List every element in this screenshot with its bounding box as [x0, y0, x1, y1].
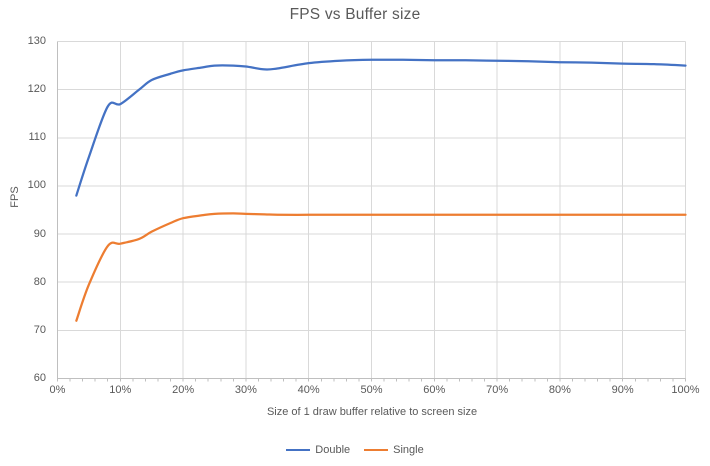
y-tick-label: 80 [33, 275, 46, 288]
chart-title: FPS vs Buffer size [289, 6, 421, 23]
legend: Double Single [0, 443, 710, 457]
legend-item-single: Single [364, 444, 424, 456]
y-tick-label: 100 [27, 179, 46, 192]
legend-swatch-double-line [286, 449, 311, 451]
y-tick-label: 60 [33, 372, 46, 384]
y-tick-label: 110 [28, 131, 46, 144]
x-tick-label: 20% [172, 384, 195, 396]
legend-item-double: Double [286, 444, 350, 456]
legend-label-single: Single [393, 444, 424, 456]
x-axis-title: Size of 1 draw buffer relative to screen… [266, 406, 478, 418]
x-tick-label: 60% [423, 384, 446, 396]
x-tick-label: 90% [611, 384, 634, 396]
y-tick-label: 70 [33, 323, 46, 336]
series-line-single [75, 212, 687, 322]
x-tick-label: 40% [297, 384, 320, 396]
y-tick-label: 120 [27, 83, 46, 96]
legend-label-double: Double [315, 444, 351, 456]
y-tick-label: 130 [27, 35, 46, 47]
x-tick-label: 10% [109, 384, 132, 396]
x-tick-label: 50% [360, 384, 383, 396]
y-tick-label: 90 [33, 227, 46, 240]
x-tick-label: 30% [234, 384, 257, 396]
x-tick-label: 0% [49, 384, 66, 396]
x-tick-label: 80% [548, 384, 571, 396]
x-tick-label: 70% [486, 384, 509, 396]
legend-swatch-single-line [364, 449, 389, 451]
x-tick-label: 100% [671, 384, 700, 396]
series-line-double [75, 58, 687, 197]
